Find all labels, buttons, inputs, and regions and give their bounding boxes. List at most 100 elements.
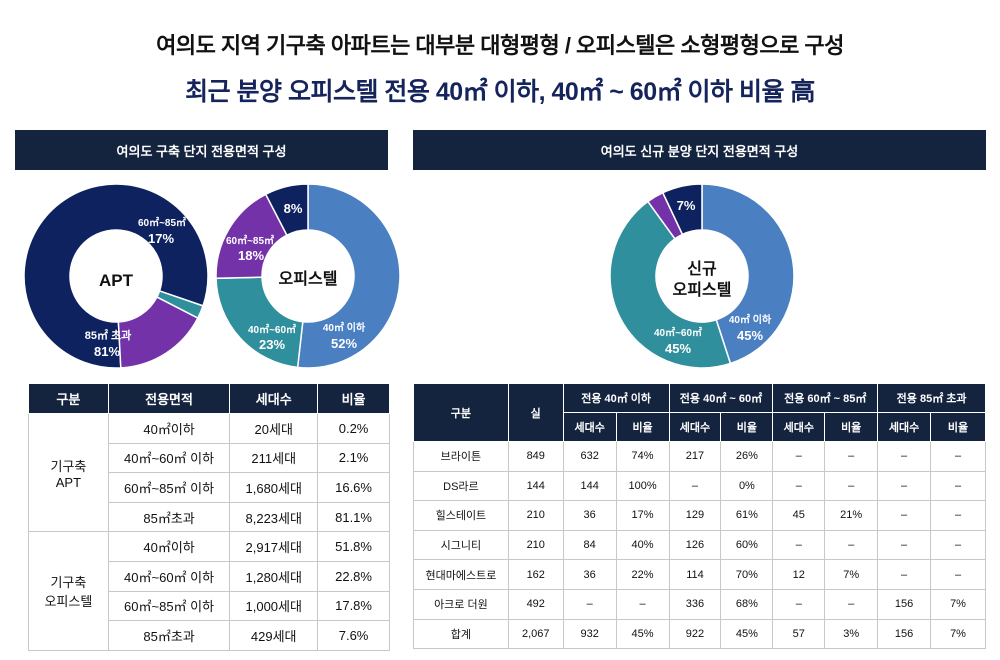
table-row: 브라이튼 849 632 74% 217 26% – – – –: [413, 441, 986, 472]
ratio-cell: 16.6%: [317, 472, 390, 503]
ratio-40-60-cell: 60%: [720, 529, 774, 561]
sub-header-ratio: 비율: [824, 412, 879, 442]
ratio-60-85-cell: 21%: [824, 500, 879, 531]
officetel-slice-0: [296, 183, 401, 369]
hh-40under-cell: 36: [562, 559, 617, 590]
ratio-cell: 17.8%: [317, 590, 390, 622]
complex-name-cell: 시그니티: [413, 529, 509, 561]
donut-new-center-line1: 신규: [687, 260, 717, 278]
households-cell: 1,000세대: [229, 590, 319, 622]
apt-slice-pct-60-85: 17%: [148, 231, 174, 246]
new-slice-label-40-60: 40㎡~60㎡: [654, 326, 702, 339]
group-name-line1: 기구축: [50, 458, 87, 474]
table-row: 60㎡~85㎡ 이하 1,680세대 16.6%: [29, 472, 390, 503]
hh-60-85-cell: –: [772, 470, 826, 502]
ratio-60-85-cell: 7%: [824, 559, 879, 590]
donut-officetel: [215, 183, 401, 369]
table-row: 기구축 APT 40㎡이하 20세대 0.2%: [28, 412, 390, 533]
ratio-40under-cell: 17%: [615, 500, 670, 531]
hh-60-85-cell: 45: [772, 500, 826, 531]
table-row: 기구축 오피스텔 40㎡이하 2,917세대 51.8%: [28, 531, 390, 651]
units-cell: 144: [507, 470, 564, 502]
ratio-40-60-cell: 70%: [720, 559, 774, 590]
hh-40under-cell: 36: [562, 500, 617, 531]
ratio-85plus-cell: 7%: [930, 588, 986, 620]
hh-40under-cell: 632: [562, 441, 617, 472]
right-complex-table: 구분 실 전용 40㎡ 이하 전용 40㎡ ~ 60㎡ 전용 60㎡ ~ 85㎡…: [413, 383, 986, 650]
table-row: 시그니티 210 84 40% 126 60% – – – –: [413, 529, 986, 561]
officetel-slice-label-40under: 40㎡ 이하: [323, 321, 366, 334]
ratio-85plus-cell: –: [930, 559, 986, 590]
hh-60-85-cell: 12: [772, 559, 826, 590]
officetel-slice-label-60-85: 60㎡~85㎡: [226, 234, 274, 247]
right-panel-title-bar: 여의도 신규 분양 단지 전용면적 구성: [413, 130, 986, 170]
left-table-header-row: 구분 전용면적 세대수 비율: [28, 383, 390, 414]
hh-40-60-cell: 114: [668, 559, 722, 590]
ratio-40-60-cell: 0%: [720, 470, 774, 502]
left-area-table: 구분 전용면적 세대수 비율 기구축 APT 40㎡이하 20세대 0.2% 4…: [28, 383, 390, 651]
officetel-slice-pct-40-60: 23%: [259, 337, 285, 352]
new-slice-pct-40under: 45%: [737, 328, 763, 343]
right-panel-title: 여의도 신규 분양 단지 전용면적 구성: [600, 143, 799, 159]
donut-apt: [23, 183, 209, 369]
hh-60-85-cell: –: [772, 588, 826, 620]
right-group-header: 전용 85㎡ 초과: [877, 383, 986, 413]
complex-name-cell: 합계: [413, 618, 509, 650]
households-cell: 1,680세대: [229, 472, 319, 503]
ratio-cell: 7.6%: [317, 620, 390, 651]
apt-slice-0: [23, 183, 209, 369]
sub-header-households: 세대수: [877, 412, 932, 442]
ratio-cell: 81.1%: [317, 501, 390, 533]
table-row: 힐스테이트 210 36 17% 129 61% 45 21% – –: [413, 500, 986, 531]
complex-name-cell: 힐스테이트: [413, 500, 509, 531]
ratio-85plus-cell: –: [930, 470, 986, 502]
area-cell: 40㎡~60㎡ 이하: [107, 442, 231, 474]
sub-header-ratio: 비율: [615, 412, 670, 442]
area-cell: 85㎡초과: [107, 620, 231, 651]
hh-40-60-cell: 922: [668, 618, 722, 650]
units-cell: 210: [507, 529, 564, 561]
ratio-40under-cell: 45%: [615, 618, 670, 650]
complex-name-cell: 아크로 더원: [413, 588, 509, 620]
units-cell: 492: [507, 588, 564, 620]
right-col-header-gubun: 구분: [413, 383, 509, 442]
donut-new-officetel: [609, 183, 795, 369]
hh-40-60-cell: 217: [668, 441, 722, 472]
area-cell: 40㎡이하: [107, 531, 231, 562]
ratio-cell: 22.8%: [317, 560, 390, 592]
households-cell: 211세대: [229, 442, 319, 474]
hh-85plus-cell: –: [877, 529, 932, 561]
hh-40under-cell: –: [562, 588, 617, 620]
donut-officetel-center-label: 오피스텔: [279, 269, 338, 288]
hh-40-60-cell: 129: [668, 500, 722, 531]
hh-85plus-cell: 156: [877, 588, 932, 620]
table-row: DS라르 144 144 100% –0% – – – –: [413, 470, 986, 502]
hh-85plus-cell: –: [877, 559, 932, 590]
units-cell: 849: [507, 441, 564, 472]
complex-name-cell: 브라이튼: [413, 441, 509, 472]
ratio-85plus-cell: –: [930, 441, 986, 472]
ratio-40under-cell: 22%: [615, 559, 670, 590]
right-table-header-row: 구분 실 전용 40㎡ 이하 전용 40㎡ ~ 60㎡ 전용 60㎡ ~ 85㎡…: [413, 383, 986, 442]
ratio-60-85-cell: 3%: [824, 618, 879, 650]
hh-40-60-cell: 126: [668, 529, 722, 561]
ratio-85plus-cell: –: [930, 529, 986, 561]
donut-new-center-line2: 오피스텔: [673, 280, 732, 299]
officetel-slice-1: [215, 276, 304, 369]
table-row: 60㎡~85㎡ 이하 1,000세대 17.8%: [29, 590, 390, 622]
complex-name-cell: DS라르: [413, 470, 509, 502]
right-group-header: 전용 60㎡ ~ 85㎡: [772, 383, 879, 413]
officetel-slice-pct-85plus: 8%: [284, 201, 303, 216]
donut-charts: APT 오피스텔 신규 오피스텔 85㎡ 초과 81% 60㎡~85㎡ 17% …: [23, 183, 795, 369]
ratio-cell: 0.2%: [317, 413, 390, 444]
ratio-cell: 51.8%: [317, 531, 390, 562]
hh-40under-cell: 144: [562, 470, 617, 502]
table-row: 85㎡초과 429세대 7.6%: [29, 620, 390, 651]
ratio-40under-cell: 100%: [615, 470, 670, 502]
households-cell: 2,917세대: [229, 531, 319, 562]
left-panel-title: 여의도 구축 단지 전용면적 구성: [116, 143, 287, 159]
area-cell: 60㎡~85㎡ 이하: [107, 590, 231, 622]
headline-secondary: 최근 분양 오피스텔 전용 40㎡ 이하, 40㎡ ~ 60㎡ 이하 비율 高: [185, 78, 815, 106]
households-cell: 1,280세대: [229, 560, 319, 592]
new-slice-label-40under: 40㎡ 이하: [729, 313, 772, 326]
